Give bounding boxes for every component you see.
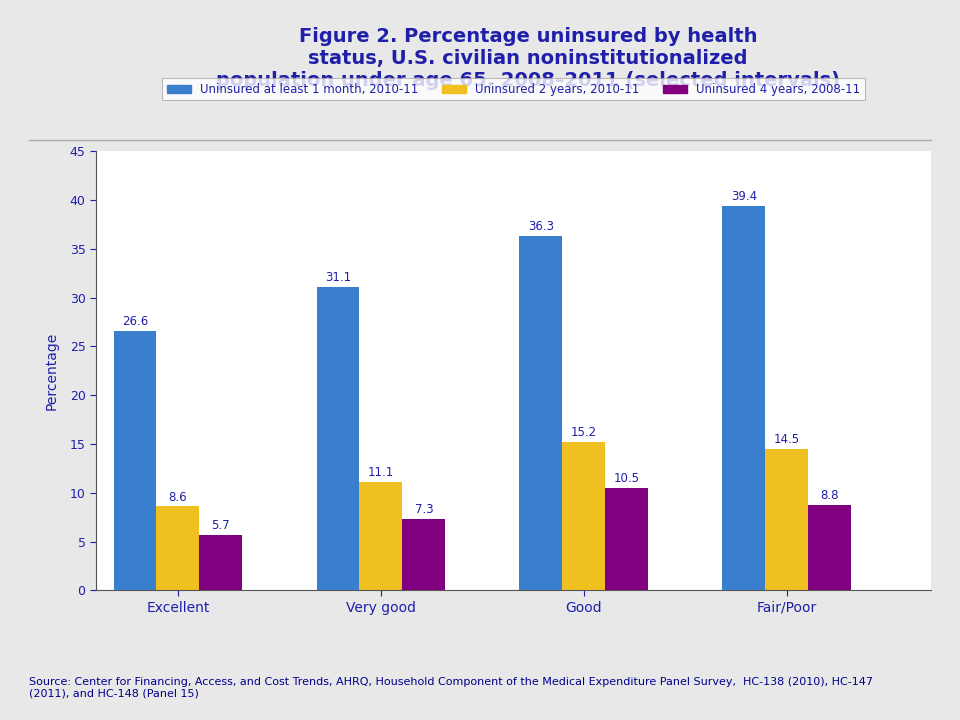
Y-axis label: Percentage: Percentage	[44, 332, 59, 410]
Text: 31.1: 31.1	[324, 271, 351, 284]
Bar	[765, 449, 808, 590]
Bar	[563, 442, 606, 590]
Text: 39.4: 39.4	[731, 190, 756, 203]
Bar	[519, 236, 563, 590]
Text: 7.3: 7.3	[415, 503, 433, 516]
Bar	[200, 535, 242, 590]
Text: 36.3: 36.3	[528, 220, 554, 233]
Bar	[359, 482, 402, 590]
Text: Source: Center for Financing, Access, and Cost Trends, AHRQ, Household Component: Source: Center for Financing, Access, an…	[29, 677, 873, 698]
Text: 5.7: 5.7	[211, 519, 230, 532]
Bar	[722, 206, 765, 590]
Bar	[156, 506, 200, 590]
Text: 11.1: 11.1	[368, 466, 394, 479]
Bar	[808, 505, 852, 590]
Legend: Uninsured at least 1 month, 2010-11, Uninsured 2 years, 2010-11, Uninsured 4 yea: Uninsured at least 1 month, 2010-11, Uni…	[162, 78, 865, 101]
Text: 15.2: 15.2	[571, 426, 597, 439]
Text: 26.6: 26.6	[122, 315, 148, 328]
Text: 8.8: 8.8	[821, 489, 839, 502]
Text: 14.5: 14.5	[774, 433, 800, 446]
Bar	[606, 488, 648, 590]
Text: Figure 2. Percentage uninsured by health
status, U.S. civilian noninstitutionali: Figure 2. Percentage uninsured by health…	[216, 27, 840, 90]
Text: 10.5: 10.5	[613, 472, 639, 485]
Bar	[317, 287, 359, 590]
Text: 8.6: 8.6	[169, 490, 187, 503]
Bar	[113, 330, 156, 590]
Bar	[402, 519, 445, 590]
